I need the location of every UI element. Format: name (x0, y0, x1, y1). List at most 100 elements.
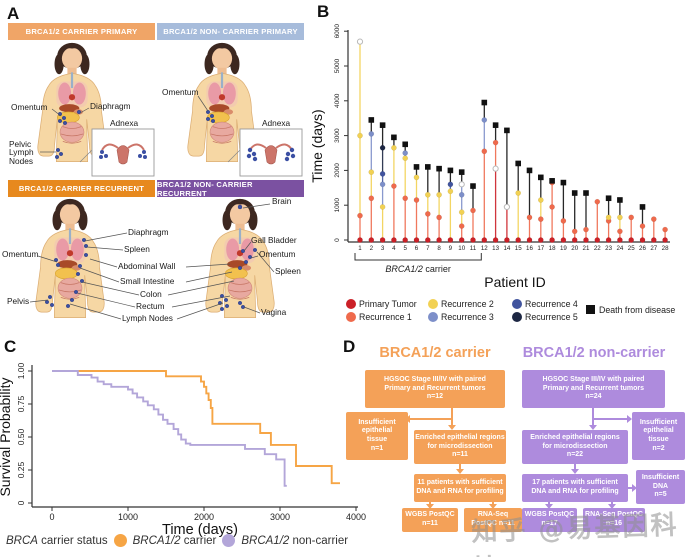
svg-text:0: 0 (16, 500, 26, 505)
label-brain: Brain (272, 196, 292, 206)
flow-connector (592, 408, 594, 426)
flowbox-noncarrier-insufficient-dna: Insufficient DNA n=5 (636, 470, 685, 504)
label-diaphragm-b: Diaphragm (128, 227, 169, 237)
svg-text:2: 2 (370, 245, 374, 252)
svg-text:23: 23 (605, 245, 612, 252)
flowbox-noncarrier-cohort: HGSOC Stage III/IV with paired Primary a… (522, 370, 665, 408)
flowbox-noncarrier-insufficient-tissue: Insufficient epithelial tissue n=2 (632, 412, 685, 460)
carrier-swatch (113, 534, 127, 547)
header-noncarrier-primary: BRCA1/2 NON- CARRIER PRIMARY (157, 23, 304, 40)
svg-text:21: 21 (583, 245, 590, 252)
svg-text:15: 15 (515, 245, 522, 252)
legend-recurrence-3: Recurrence 3 (428, 312, 494, 322)
flow-connector (628, 487, 633, 489)
label-spleen-br: Spleen (275, 266, 301, 276)
flow-arrow-down (589, 425, 597, 430)
svg-text:13: 13 (492, 245, 499, 252)
recurrence3-swatch (428, 312, 438, 322)
svg-text:16: 16 (526, 245, 533, 252)
flow-connector (451, 408, 453, 426)
flowbox-carrier-profiling: 11 patients with sufficient DNA and RNA … (414, 474, 506, 502)
svg-text:27: 27 (650, 245, 657, 252)
body-noncarrier-recurrent (204, 197, 276, 319)
flow-arrow-left (405, 415, 410, 423)
flowbox-noncarrier-microdissection: Enriched epithelial regions for microdis… (522, 430, 628, 464)
watermark: 知乎 @易基因科技 (470, 510, 679, 557)
panel-c-letter: C (4, 337, 17, 356)
svg-text:17: 17 (537, 245, 544, 252)
svg-text:26: 26 (639, 245, 646, 252)
label-pelvis: Pelvis (7, 296, 30, 306)
label-omentum-tl: Omentum (11, 102, 48, 112)
km-legend: BRCA carrier status BRCA1/2 carrier BRCA… (6, 534, 348, 547)
legend-death: Death from disease (586, 305, 675, 315)
svg-text:3: 3 (381, 245, 385, 252)
flow-arrow-down (456, 469, 464, 474)
label-diaphragm-tl: Diaphragm (90, 101, 131, 111)
flow-arrow-right (632, 484, 637, 492)
label-spleen-b: Spleen (124, 244, 150, 254)
label-lines (29, 95, 275, 320)
svg-text:0.25: 0.25 (16, 461, 26, 478)
flowbox-carrier-cohort: HGSOC Stage III/IV with paired Primary a… (365, 370, 505, 408)
svg-text:5: 5 (403, 245, 407, 252)
header-noncarrier-recurrent: BRCA1/2 NON- CARRIER RECURRENT (157, 180, 304, 198)
label-adnexa-tr: Adnexa (262, 118, 291, 128)
flowbox-noncarrier-profiling: 17 patients with sufficient DNA and RNA … (522, 474, 628, 502)
death-swatch (586, 305, 595, 314)
flow-arrow-down (448, 425, 456, 430)
flow-connector (410, 418, 452, 420)
flowbox-noncarrier-wgbs: WGBS PostQC n=17 (522, 508, 577, 532)
anatomy-illustration (29, 41, 303, 320)
km-legend-noncarrier: BRCA1/2 non-carrier (241, 534, 349, 547)
noncarrier-swatch (222, 534, 236, 547)
recurrence4-swatch (512, 299, 522, 309)
panel-a-letter: A (7, 4, 20, 23)
svg-text:9: 9 (449, 245, 453, 252)
header-carrier-recurrent: BRCA1/2 CARRIER RECURRENT (8, 180, 155, 197)
svg-text:4: 4 (392, 245, 396, 252)
svg-text:14: 14 (503, 245, 510, 252)
svg-text:22: 22 (594, 245, 601, 252)
flow-arrow-down (489, 504, 497, 509)
label-lymph-nodes: Lymph Nodes (122, 313, 173, 323)
svg-text:19: 19 (560, 245, 567, 252)
flow-arrow-down (608, 504, 616, 509)
body-carrier-recurrent (34, 197, 106, 319)
label-omentum-tr: Omentum (162, 87, 199, 97)
label-pelvic-lymph-nodes: Pelvic Lymph Nodes (9, 139, 34, 166)
svg-text:3000: 3000 (270, 512, 290, 522)
legend-recurrence-5: Recurrence 5 (512, 312, 578, 322)
carrier-flow-title: BRCA1/2 carrier (379, 345, 491, 361)
recurrence1-swatch (346, 312, 356, 322)
legend-recurrence-4: Recurrence 4 (512, 299, 578, 309)
km-plot: 0 0.25 0.50 0.75 1.00 0 1000 2000 3000 4000 Time (… (0, 362, 366, 538)
label-omentum-bl: Omentum (2, 249, 39, 259)
flow-arrow-right (627, 415, 632, 423)
svg-text:Time (days): Time (days) (309, 109, 325, 182)
flow-arrow-down (426, 504, 434, 509)
svg-text:6000: 6000 (334, 24, 341, 39)
svg-text:1: 1 (358, 245, 362, 252)
panel-b-letter: B (317, 2, 330, 21)
panel-d-letter: D (343, 337, 356, 356)
label-vagina: Vagina (261, 307, 287, 317)
legend-primary-tumor: Primary Tumor (346, 299, 417, 309)
label-adnexa-tl: Adnexa (110, 118, 139, 128)
flowbox-carrier-wgbs: WGBS PostQC n=11 (402, 508, 458, 532)
km-legend-title: BRCA carrier status (6, 534, 108, 547)
flowbox-carrier-microdissection: Enriched epithelial regions for microdis… (414, 430, 506, 464)
label-colon: Colon (140, 289, 162, 299)
svg-text:0: 0 (334, 238, 341, 242)
header-carrier-primary: BRCA1/2 CARRIER PRIMARY (8, 23, 155, 40)
label-small-intestine: Small Intestine (120, 276, 175, 286)
svg-text:1000: 1000 (334, 198, 341, 213)
svg-text:Patient ID: Patient ID (484, 274, 545, 290)
noncarrier-flow-title: BRCA1/2 non-carrier (522, 345, 666, 361)
legend-recurrence-2: Recurrence 2 (428, 299, 494, 309)
svg-text:18: 18 (549, 245, 556, 252)
svg-text:1000: 1000 (118, 512, 138, 522)
svg-text:4000: 4000 (346, 512, 366, 522)
flow-connector (459, 464, 461, 471)
